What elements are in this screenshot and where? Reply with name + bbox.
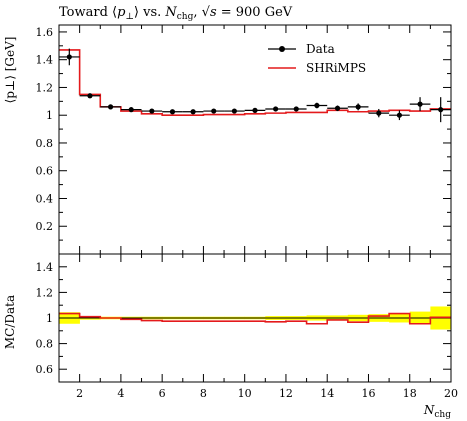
y-tick-label-main: 1 (46, 109, 53, 122)
legend-data-marker (279, 46, 285, 52)
plot-title: Toward ⟨p⊥⟩ vs. Nchg, √s = 900 GeV (59, 5, 293, 22)
y-tick-label-main: 1.6 (36, 26, 54, 39)
y-tick-label-ratio: 1.2 (36, 286, 54, 299)
y-tick-label-ratio: 0.6 (36, 363, 54, 376)
x-tick-label: 18 (403, 387, 417, 400)
data-point-marker (211, 108, 217, 114)
data-point-marker (293, 106, 299, 112)
data-point (430, 97, 451, 123)
data-point-marker (334, 105, 341, 111)
y-axis-title-main: ⟨p⊥⟩ [GeV] (3, 37, 17, 104)
data-point (389, 110, 410, 121)
data-point (347, 103, 369, 111)
data-point-marker (273, 106, 279, 112)
legend-shrimps-label: SHRiMPS (306, 61, 366, 75)
main-ticks: 0.2 0.4 0.6 0.8 1 1.2 1.4 1.6 (36, 25, 452, 254)
x-tick-label: 20 (444, 387, 458, 400)
x-axis-title: Nchg (423, 403, 451, 420)
data-point (265, 106, 286, 112)
data-series (59, 48, 451, 123)
data-point (368, 108, 390, 118)
data-point-marker (376, 110, 382, 116)
data-point (182, 109, 204, 115)
y-tick-label-main: 1.4 (36, 54, 54, 67)
x-tick-label: 2 (76, 387, 83, 400)
ratio-frame (58, 253, 452, 383)
data-point-marker (396, 112, 403, 118)
ratio-shrimps-series (59, 312, 451, 325)
legend-data-label: Data (306, 42, 335, 56)
ratio-shrimps-line (59, 312, 451, 325)
data-point-marker (252, 107, 258, 113)
data-point (120, 107, 142, 113)
data-point (285, 106, 307, 112)
data-point (141, 108, 163, 114)
data-point (224, 108, 245, 114)
x-tick-label: 12 (279, 387, 293, 400)
data-point (306, 102, 328, 109)
data-point-marker (190, 109, 196, 115)
y-tick-label-ratio: 0.8 (36, 338, 54, 351)
data-point-marker (169, 109, 176, 115)
shrimps-series (59, 49, 451, 117)
data-point (59, 48, 80, 66)
legend: Data SHRiMPS (268, 42, 366, 75)
x-tick-label: 14 (320, 387, 334, 400)
y-tick-label-main: 0.8 (36, 137, 54, 150)
data-point-marker (231, 108, 237, 114)
data-point-marker (107, 104, 114, 110)
x-tick-label: 10 (238, 387, 252, 400)
data-point-marker (66, 54, 72, 60)
y-tick-label-ratio: 1.4 (36, 261, 54, 274)
x-tick-labels: 2 4 6 8 10 12 14 16 18 20 (76, 387, 458, 400)
data-point (409, 97, 431, 112)
x-tick-label: 8 (200, 387, 207, 400)
data-point (327, 105, 348, 112)
main-frame (58, 24, 452, 255)
ratio-ticks: 0.6 0.8 1 1.2 1.4 (36, 254, 452, 382)
data-point (162, 109, 183, 115)
data-point (244, 107, 266, 113)
y-tick-label-main: 0.4 (36, 192, 54, 205)
shrimps-step-line (59, 49, 451, 117)
x-tick-label: 6 (159, 387, 166, 400)
x-tick-label: 16 (361, 387, 375, 400)
x-tick-label: 4 (117, 387, 124, 400)
data-point (100, 104, 121, 110)
data-point (79, 93, 101, 99)
y-tick-label-main: 0.2 (36, 220, 54, 233)
ratio-panel: 0.6 0.8 1 1.2 1.4 (36, 253, 452, 383)
data-point-marker (417, 101, 423, 107)
data-point-marker (149, 108, 155, 114)
y-tick-label-main: 1.2 (36, 81, 54, 94)
y-tick-label-main: 0.6 (36, 165, 54, 178)
data-point-marker (87, 93, 93, 99)
data-point-marker (355, 104, 361, 110)
data-uncertainty-band (59, 306, 452, 330)
y-tick-label-ratio: 1 (46, 312, 53, 325)
data-point (203, 108, 225, 114)
data-point-marker (128, 107, 134, 113)
data-point-marker (438, 107, 444, 113)
y-axis-title-ratio: MC/Data (3, 295, 17, 349)
data-point-marker (314, 102, 320, 109)
main-panel: 0.2 0.4 0.6 0.8 1 1.2 1.4 1.6 (36, 24, 452, 255)
